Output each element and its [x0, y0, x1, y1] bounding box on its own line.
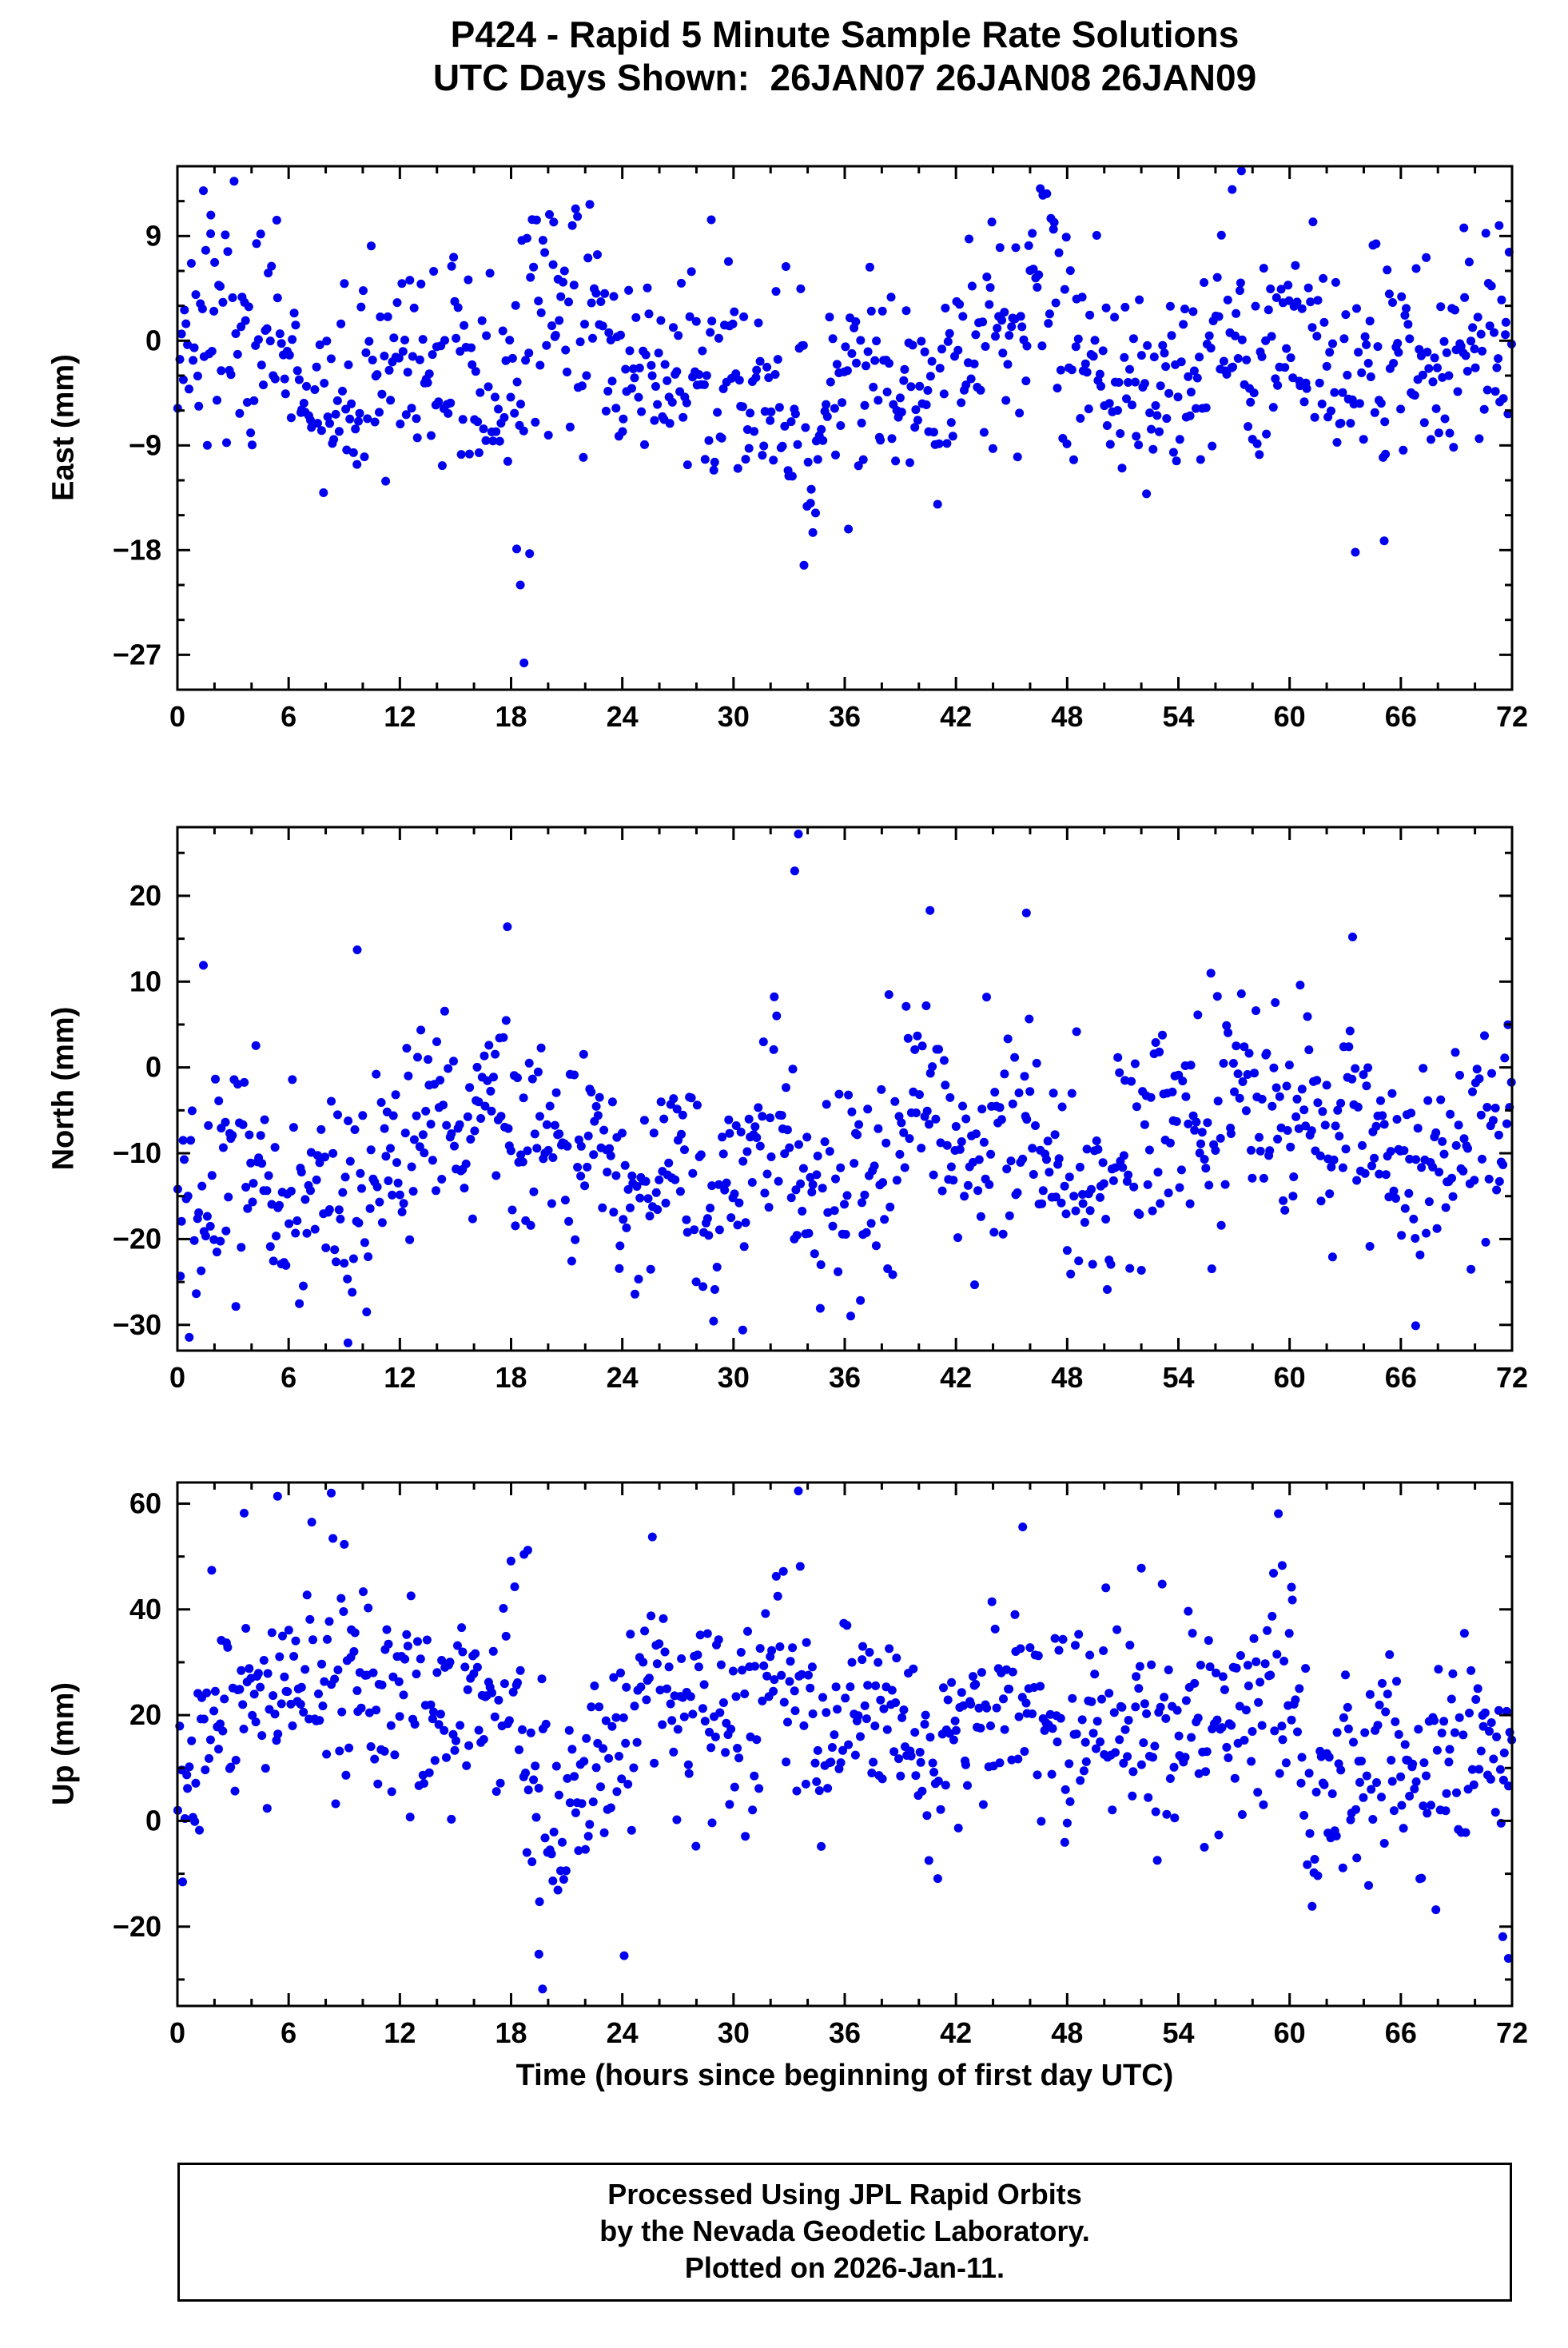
svg-text:−30: −30	[113, 1308, 161, 1341]
footer-line-2: by the Nevada Geodetic Laboratory.	[599, 2215, 1090, 2247]
svg-text:60: 60	[129, 1486, 161, 1519]
east-axis-label: East (mm)	[46, 354, 81, 501]
svg-text:24: 24	[607, 700, 639, 733]
title-line-1: P424 - Rapid 5 Minute Sample Rate Soluti…	[450, 14, 1240, 55]
svg-text:54: 54	[1162, 1361, 1194, 1394]
svg-text:0: 0	[169, 1361, 185, 1394]
north-axis-label: North (mm)	[46, 1006, 81, 1171]
svg-text:6: 6	[281, 700, 296, 733]
plot-title: P424 - Rapid 5 Minute Sample Rate Soluti…	[177, 13, 1512, 99]
svg-text:0: 0	[169, 700, 185, 733]
svg-text:0: 0	[145, 1804, 161, 1837]
north-scatter-plot: 0 6 12 18 24 30 36 42 48 54 60 66 72 20 10 0 −10 −20 −30	[113, 826, 1528, 1394]
svg-text:66: 66	[1385, 2016, 1417, 2049]
svg-text:60: 60	[1274, 2016, 1306, 2049]
svg-text:18: 18	[495, 1361, 527, 1394]
svg-text:12: 12	[384, 2016, 416, 2049]
svg-text:−10: −10	[113, 1136, 161, 1169]
footer-box: Processed Using JPL Rapid Orbits by the …	[177, 2163, 1512, 2302]
svg-text:24: 24	[607, 1361, 639, 1394]
svg-text:72: 72	[1496, 2016, 1528, 2049]
svg-text:66: 66	[1385, 700, 1417, 733]
svg-text:66: 66	[1385, 1361, 1417, 1394]
svg-text:60: 60	[1274, 1361, 1306, 1394]
svg-text:0: 0	[145, 324, 161, 356]
svg-text:10: 10	[129, 965, 161, 997]
svg-text:6: 6	[281, 2016, 296, 2049]
east-scatter-plot: 0 6 12 18 24 30 36 42 48 54 60 66 72 9 0 −9 −18 −27	[113, 165, 1528, 733]
svg-text:−20: −20	[113, 1222, 161, 1255]
svg-text:20: 20	[129, 879, 161, 912]
title-line-2: UTC Days Shown: 26JAN07 26JAN08 26JAN09	[432, 57, 1257, 98]
svg-text:42: 42	[940, 700, 972, 733]
svg-text:0: 0	[145, 1051, 161, 1084]
svg-text:6: 6	[281, 1361, 296, 1394]
svg-text:18: 18	[495, 700, 527, 733]
up-scatter-plot: 0 6 12 18 24 30 36 42 48 54 60 66 72 60 40 20 0 −20	[113, 1481, 1528, 2049]
svg-text:36: 36	[829, 700, 861, 733]
svg-text:20: 20	[129, 1698, 161, 1731]
footer-line-3: Plotted on 2026-Jan-11.	[684, 2251, 1005, 2284]
svg-text:36: 36	[829, 1361, 861, 1394]
up-axis-label: Up (mm)	[46, 1681, 81, 1806]
svg-text:−27: −27	[113, 638, 161, 671]
svg-text:48: 48	[1051, 700, 1083, 733]
svg-text:36: 36	[829, 2016, 861, 2049]
svg-text:24: 24	[607, 2016, 639, 2049]
svg-text:30: 30	[718, 1361, 750, 1394]
svg-text:42: 42	[940, 1361, 972, 1394]
footer-line-1: Processed Using JPL Rapid Orbits	[607, 2178, 1082, 2211]
svg-text:48: 48	[1051, 1361, 1083, 1394]
svg-text:48: 48	[1051, 2016, 1083, 2049]
svg-text:18: 18	[495, 2016, 527, 2049]
svg-text:40: 40	[129, 1593, 161, 1626]
svg-text:54: 54	[1162, 2016, 1194, 2049]
svg-text:30: 30	[718, 2016, 750, 2049]
svg-text:9: 9	[145, 219, 161, 252]
svg-text:12: 12	[384, 1361, 416, 1394]
svg-text:12: 12	[384, 700, 416, 733]
svg-text:−9: −9	[129, 428, 161, 461]
svg-text:−20: −20	[113, 1910, 161, 1943]
svg-text:60: 60	[1274, 700, 1306, 733]
svg-text:72: 72	[1496, 1361, 1528, 1394]
svg-text:0: 0	[169, 2016, 185, 2049]
svg-text:−18: −18	[113, 533, 161, 566]
x-axis-title: Time (hours since beginning of first day…	[515, 2059, 1174, 2092]
svg-text:42: 42	[940, 2016, 972, 2049]
svg-text:72: 72	[1496, 700, 1528, 733]
svg-text:54: 54	[1162, 700, 1194, 733]
svg-text:30: 30	[718, 700, 750, 733]
